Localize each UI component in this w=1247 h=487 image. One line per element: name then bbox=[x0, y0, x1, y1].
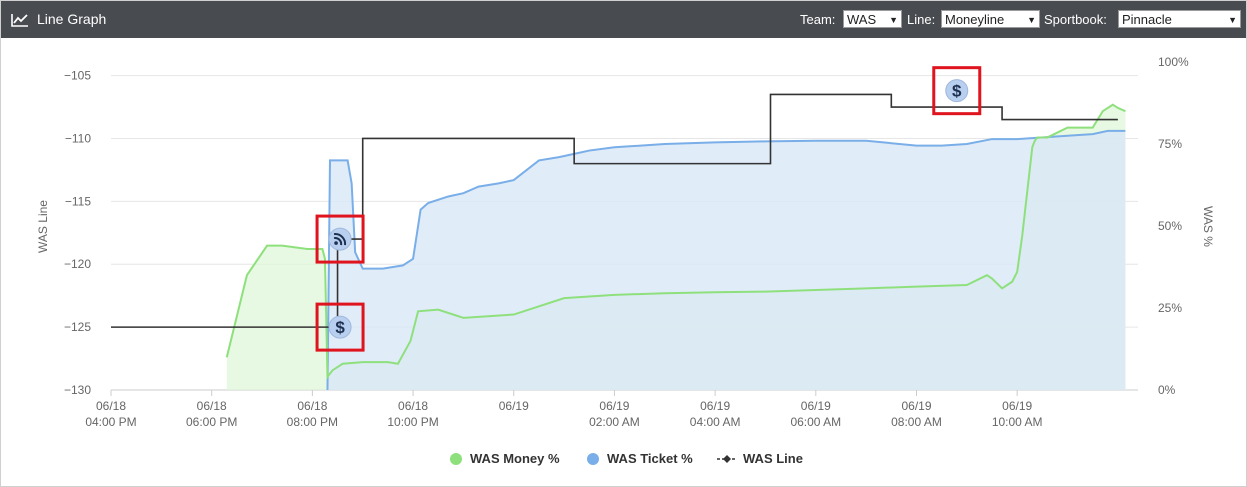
line-label: Line: bbox=[907, 12, 936, 27]
marker-circle bbox=[328, 315, 352, 339]
legend-item-line[interactable]: WAS Line bbox=[717, 451, 803, 466]
y2-tick-label: 25% bbox=[1158, 301, 1182, 315]
panel-title-text: Line Graph bbox=[37, 11, 107, 27]
dollar-icon: $ bbox=[932, 66, 982, 116]
x-tick-label: 06/19 bbox=[801, 399, 831, 413]
sportbook-label: Sportbook: bbox=[1044, 12, 1107, 27]
x-tick-label: 06/19 bbox=[599, 399, 629, 413]
rss-dot bbox=[334, 241, 338, 245]
x-tick-label: 06/18 bbox=[297, 399, 327, 413]
panel-title: Line Graph bbox=[11, 1, 106, 38]
x-tick-label: 06/19 bbox=[901, 399, 931, 413]
y-tick-label: −130 bbox=[64, 383, 91, 397]
x-tick-label: 02:00 AM bbox=[589, 415, 640, 429]
x-tick-label: 10:00 PM bbox=[387, 415, 438, 429]
series-area-ticket bbox=[327, 130, 1126, 390]
line-select-value: Moneyline bbox=[945, 12, 1005, 27]
sportbook-select[interactable]: Pinnacle ▼ bbox=[1118, 10, 1241, 28]
y2-tick-label: 0% bbox=[1158, 383, 1176, 397]
x-tick-label: 04:00 PM bbox=[85, 415, 136, 429]
legend-label-ticket: WAS Ticket % bbox=[607, 451, 693, 466]
legend-item-ticket[interactable]: WAS Ticket % bbox=[587, 451, 693, 466]
x-tick-label: 06/19 bbox=[700, 399, 730, 413]
x-tick-label: 10:00 AM bbox=[992, 415, 1043, 429]
y-tick-label: −115 bbox=[65, 194, 91, 208]
x-tick-label: 06/19 bbox=[499, 399, 529, 413]
y-tick-label: −125 bbox=[64, 320, 91, 334]
line-chart-icon bbox=[11, 13, 28, 27]
x-tick-label: 08:00 AM bbox=[891, 415, 942, 429]
x-tick-label: 06/19 bbox=[1002, 399, 1032, 413]
highlight-box bbox=[932, 66, 982, 116]
highlight-box bbox=[315, 302, 365, 352]
x-tick-label: 04:00 AM bbox=[690, 415, 741, 429]
team-label: Team: bbox=[800, 12, 836, 27]
panel-header: Line Graph Team: WAS ▼ Line: Moneyline ▼… bbox=[1, 1, 1246, 38]
line-select[interactable]: Moneyline ▼ bbox=[941, 10, 1040, 28]
legend-swatch-line bbox=[717, 454, 737, 463]
caret-down-icon: ▼ bbox=[1228, 15, 1237, 25]
legend-swatch-ticket bbox=[587, 452, 599, 465]
x-tick-label: 06:00 AM bbox=[790, 415, 841, 429]
legend-swatch-money bbox=[450, 452, 462, 465]
rss-icon bbox=[315, 214, 365, 264]
y-tick-label: −120 bbox=[64, 257, 91, 271]
x-tick-label: 06:00 PM bbox=[186, 415, 237, 429]
dollar-icon: $ bbox=[315, 302, 365, 352]
x-tick-label: 08:00 PM bbox=[287, 415, 338, 429]
y2-tick-label: 75% bbox=[1158, 137, 1182, 151]
team-select-value: WAS bbox=[847, 12, 877, 27]
series-line-money bbox=[225, 103, 1126, 380]
y-axis-title: WAS Line bbox=[36, 200, 50, 253]
x-tick-label: 06/18 bbox=[96, 399, 126, 413]
chart-legend: WAS Money % WAS Ticket % WAS Line bbox=[1, 451, 1246, 469]
series-line-was-line bbox=[111, 93, 1118, 328]
caret-down-icon: ▼ bbox=[1027, 15, 1036, 25]
x-tick-label: 06/18 bbox=[398, 399, 428, 413]
rss-arc bbox=[333, 233, 347, 246]
caret-down-icon: ▼ bbox=[889, 15, 898, 25]
legend-label-line: WAS Line bbox=[743, 451, 803, 466]
dollar-glyph: $ bbox=[335, 318, 345, 337]
y2-axis-title: WAS % bbox=[1201, 206, 1215, 247]
legend-label-money: WAS Money % bbox=[470, 451, 560, 466]
rss-arc bbox=[333, 237, 343, 246]
dollar-glyph: $ bbox=[952, 82, 962, 101]
y-tick-label: −105 bbox=[64, 69, 91, 83]
team-select[interactable]: WAS ▼ bbox=[843, 10, 902, 28]
line-graph: −105 −110 −115 −120 −125 −130 100% 75% 50% 25% 0% W… bbox=[36, 55, 1215, 429]
y2-tick-label: 100% bbox=[1158, 55, 1189, 69]
series-line-ticket bbox=[326, 129, 1126, 391]
highlight-box bbox=[315, 214, 365, 264]
sportbook-select-value: Pinnacle bbox=[1122, 12, 1172, 27]
marker-circle bbox=[945, 79, 969, 103]
legend-item-money[interactable]: WAS Money % bbox=[450, 451, 560, 466]
y-tick-label: −110 bbox=[65, 131, 91, 145]
y2-tick-label: 50% bbox=[1158, 219, 1182, 233]
x-tick-label: 06/18 bbox=[197, 399, 227, 413]
